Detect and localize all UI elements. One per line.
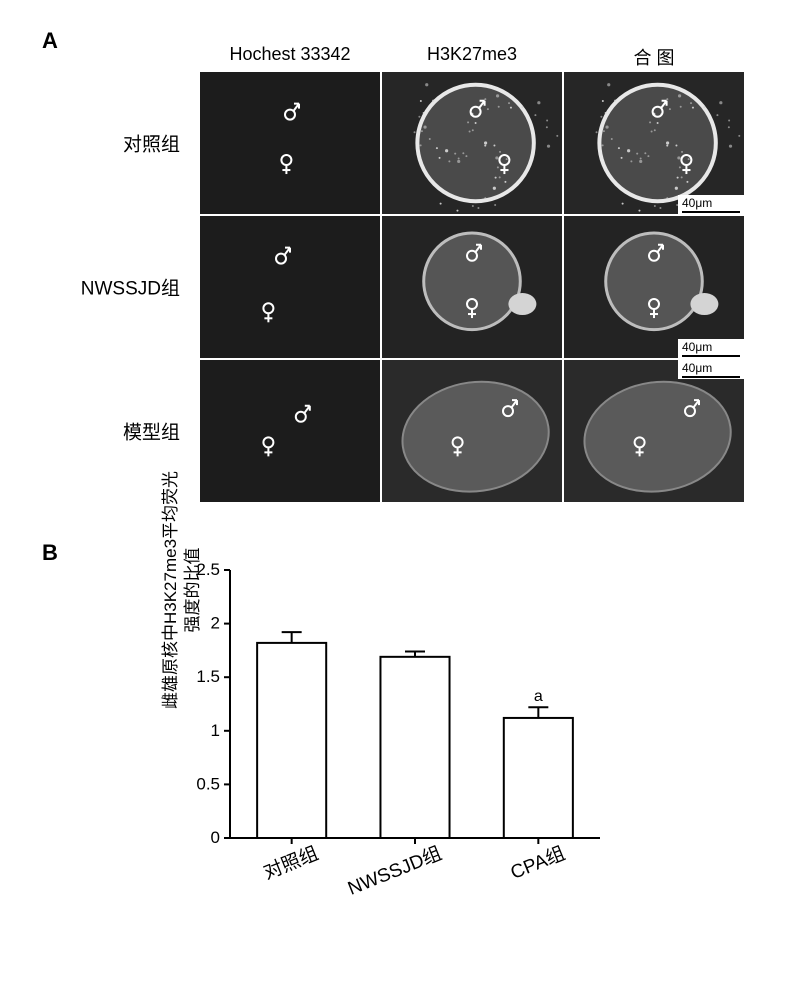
col-header-1: H3K27me3 [382,44,562,70]
micrograph-r2-c2: 40μm [564,360,744,502]
row-label-0: 对照组 [50,130,180,157]
image-row-0: 对照组40μm [200,72,744,214]
col-header-2: 合 图 [564,44,744,70]
svg-text:0.5: 0.5 [196,774,220,793]
scale-bar-2: 40μm [678,360,744,379]
bar-1 [380,657,449,838]
svg-text:1: 1 [211,721,220,740]
svg-text:a: a [534,688,543,705]
svg-text:0: 0 [211,828,220,847]
bar-0 [257,643,326,838]
micrograph-r1-c0 [200,216,380,358]
micrograph-r0-c1 [382,72,562,214]
micrograph-r0-c0 [200,72,380,214]
bar-chart-svg: 00.511.522.5对照组NWSSJD组CPA组a [170,560,610,900]
micrograph-r1-c2: 40μm [564,216,744,358]
column-headers: Hochest 33342 H3K27me3 合 图 [200,44,744,70]
ylabel-line1: 雌雄原核中H3K27me3平均荧光 [160,440,182,740]
svg-text:CPA组: CPA组 [507,842,568,884]
row-label-1: NWSSJD组 [50,274,180,301]
scale-bar-0: 40μm [678,195,744,214]
svg-text:NWSSJD组: NWSSJD组 [345,842,445,900]
panel-b-chart: 雌雄原核中H3K27me3平均荧光 强度的比值 00.511.522.5对照组N… [170,560,650,950]
ylabel-line2: 强度的比值 [182,440,204,740]
bar-2 [504,718,573,838]
panel-b-label: B [42,540,58,566]
y-axis-label: 雌雄原核中H3K27me3平均荧光 强度的比值 [160,440,204,740]
scale-bar-1: 40μm [678,339,744,358]
image-row-2: 模型组40μm [200,360,744,502]
panel-a-grid: Hochest 33342 H3K27me3 合 图 对照组40μmNWSSJD… [200,44,744,504]
image-row-1: NWSSJD组40μm [200,216,744,358]
micrograph-r2-c1 [382,360,562,502]
micrograph-r0-c2: 40μm [564,72,744,214]
col-header-0: Hochest 33342 [200,44,380,70]
panel-a-label: A [42,28,58,54]
micrograph-r1-c1 [382,216,562,358]
svg-text:对照组: 对照组 [260,842,321,884]
svg-text:2: 2 [211,614,220,633]
micrograph-r2-c0 [200,360,380,502]
